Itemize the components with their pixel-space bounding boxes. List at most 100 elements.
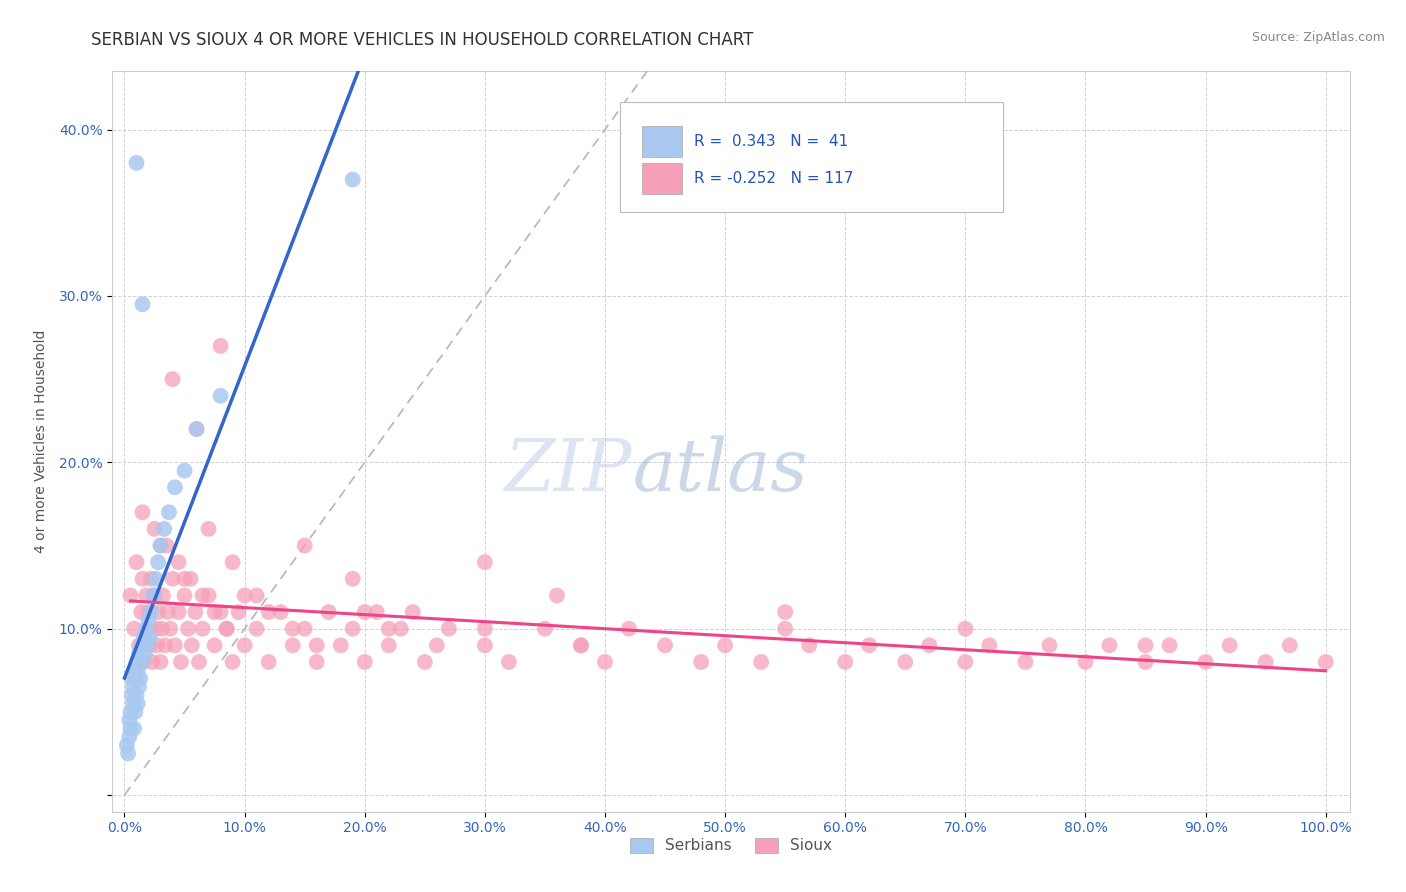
Point	[215, 622, 238, 636]
Point	[1194, 655, 1216, 669]
Point	[153, 522, 176, 536]
Point	[173, 589, 195, 603]
Point	[228, 605, 250, 619]
Point	[546, 589, 568, 603]
Point	[124, 705, 146, 719]
Point	[257, 605, 280, 619]
Point	[149, 539, 172, 553]
Point	[378, 622, 401, 636]
Text: R = -0.252   N = 117: R = -0.252 N = 117	[695, 171, 853, 186]
Point	[191, 589, 214, 603]
Point	[149, 539, 172, 553]
FancyBboxPatch shape	[643, 126, 682, 157]
Point	[121, 672, 143, 686]
Point	[413, 655, 436, 669]
Point	[180, 638, 202, 652]
Point	[197, 522, 219, 536]
Point	[122, 722, 145, 736]
Point	[773, 605, 796, 619]
Point	[209, 389, 232, 403]
Point	[979, 638, 1001, 652]
Point	[186, 422, 208, 436]
Point	[1278, 638, 1301, 652]
Point	[131, 638, 153, 652]
Point	[617, 622, 640, 636]
Point	[281, 638, 304, 652]
Text: R =  0.343   N =  41: R = 0.343 N = 41	[695, 134, 848, 149]
Point	[773, 622, 796, 636]
Point	[143, 589, 166, 603]
Point	[834, 655, 856, 669]
Point	[534, 622, 557, 636]
Point	[152, 589, 174, 603]
Point	[305, 655, 328, 669]
Point	[136, 638, 159, 652]
Point	[197, 589, 219, 603]
Point	[654, 638, 676, 652]
Point	[132, 655, 155, 669]
Point	[122, 697, 145, 711]
Point	[342, 172, 364, 186]
Point	[1135, 655, 1157, 669]
Point	[134, 647, 156, 661]
Point	[305, 638, 328, 652]
Point	[156, 605, 179, 619]
Point	[215, 622, 238, 636]
Point	[138, 605, 160, 619]
Point	[474, 555, 496, 569]
Point	[128, 647, 150, 661]
Point	[131, 505, 153, 519]
Point	[569, 638, 592, 652]
Point	[918, 638, 941, 652]
Point	[128, 638, 150, 652]
Point	[246, 589, 269, 603]
Point	[858, 638, 880, 652]
Point	[142, 589, 165, 603]
Point	[125, 555, 148, 569]
Point	[145, 572, 167, 586]
Point	[246, 622, 269, 636]
Point	[128, 680, 150, 694]
Point	[294, 539, 316, 553]
Point	[159, 622, 181, 636]
Point	[1074, 655, 1097, 669]
Point	[353, 655, 375, 669]
Point	[209, 605, 232, 619]
Point	[389, 622, 412, 636]
Point	[146, 605, 169, 619]
Point	[714, 638, 737, 652]
Point	[127, 697, 149, 711]
Point	[221, 555, 243, 569]
Text: SERBIAN VS SIOUX 4 OR MORE VEHICLES IN HOUSEHOLD CORRELATION CHART: SERBIAN VS SIOUX 4 OR MORE VEHICLES IN H…	[91, 31, 754, 49]
Text: ZIP: ZIP	[505, 436, 633, 507]
Point	[162, 372, 184, 386]
Point	[141, 655, 163, 669]
Point	[799, 638, 821, 652]
Point	[281, 622, 304, 636]
Point	[955, 655, 977, 669]
Point	[125, 156, 148, 170]
Point	[135, 589, 157, 603]
Point	[1254, 655, 1277, 669]
Point	[149, 655, 172, 669]
Point	[163, 638, 186, 652]
Point	[131, 655, 153, 669]
Point	[184, 605, 207, 619]
Point	[569, 638, 592, 652]
Point	[143, 522, 166, 536]
Point	[257, 655, 280, 669]
Point	[115, 738, 138, 752]
Point	[120, 722, 142, 736]
Point	[124, 672, 146, 686]
Point	[139, 572, 162, 586]
Point	[167, 555, 190, 569]
Point	[138, 614, 160, 628]
Point	[173, 464, 195, 478]
Point	[136, 622, 159, 636]
Point	[167, 605, 190, 619]
Point	[474, 638, 496, 652]
Point	[170, 655, 193, 669]
Point	[402, 605, 425, 619]
Point	[157, 505, 180, 519]
Point	[120, 705, 142, 719]
